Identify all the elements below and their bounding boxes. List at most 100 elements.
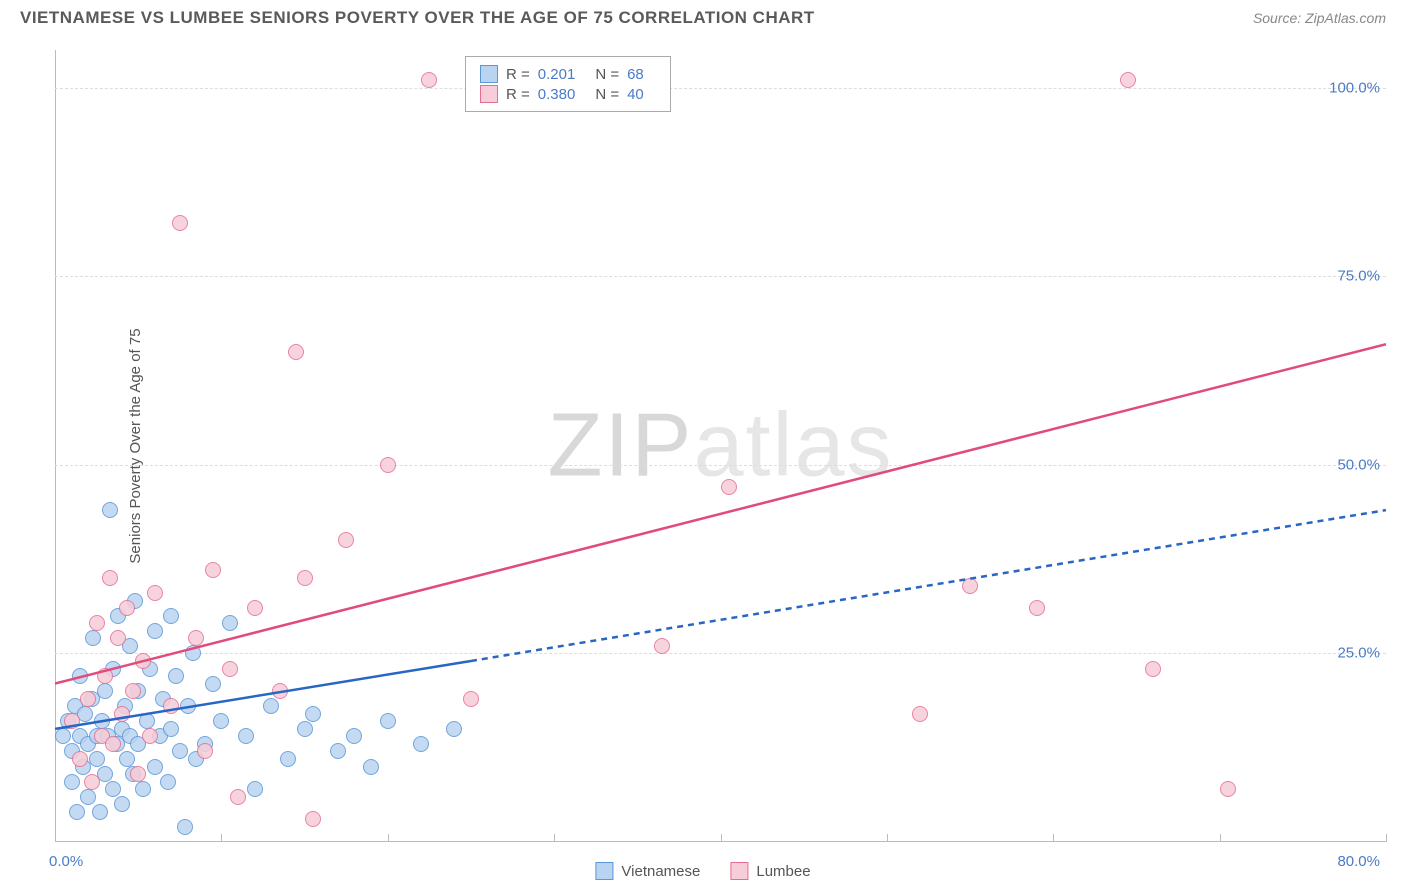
scatter-point-lumbee (721, 479, 737, 495)
scatter-point-vietnamese (80, 789, 96, 805)
scatter-point-vietnamese (163, 608, 179, 624)
scatter-point-vietnamese (205, 676, 221, 692)
scatter-point-vietnamese (102, 502, 118, 518)
scatter-point-vietnamese (89, 751, 105, 767)
scatter-point-lumbee (1145, 661, 1161, 677)
n-value: 40 (627, 86, 644, 103)
scatter-point-lumbee (1220, 781, 1236, 797)
x-tick-mark (221, 834, 222, 842)
x-tick-mark (554, 834, 555, 842)
scatter-point-lumbee (80, 691, 96, 707)
scatter-point-lumbee (297, 570, 313, 586)
scatter-point-vietnamese (114, 796, 130, 812)
chart-title: VIETNAMESE VS LUMBEE SENIORS POVERTY OVE… (20, 8, 815, 28)
scatter-point-vietnamese (222, 615, 238, 631)
grid-line (55, 653, 1386, 654)
scatter-point-lumbee (135, 653, 151, 669)
scatter-point-lumbee (272, 683, 288, 699)
grid-line (55, 276, 1386, 277)
scatter-point-vietnamese (380, 713, 396, 729)
n-value: 68 (627, 66, 644, 83)
scatter-point-vietnamese (363, 759, 379, 775)
bottom-legend-item: Vietnamese (595, 862, 700, 880)
watermark-zip: ZIP (547, 396, 693, 496)
regression-lines (55, 50, 1386, 842)
scatter-point-vietnamese (346, 728, 362, 744)
scatter-point-vietnamese (64, 774, 80, 790)
scatter-point-vietnamese (72, 668, 88, 684)
grid-line (55, 88, 1386, 89)
scatter-point-lumbee (105, 736, 121, 752)
scatter-point-lumbee (463, 691, 479, 707)
scatter-point-lumbee (305, 811, 321, 827)
y-tick-label: 50.0% (1337, 456, 1380, 473)
scatter-point-lumbee (119, 600, 135, 616)
legend-swatch (595, 862, 613, 880)
scatter-point-lumbee (1120, 72, 1136, 88)
x-tick-label: 80.0% (1337, 853, 1380, 870)
x-tick-mark (887, 834, 888, 842)
r-label: R = (506, 66, 530, 83)
regression-line (471, 510, 1386, 661)
watermark: ZIPatlas (547, 395, 893, 498)
scatter-point-vietnamese (147, 623, 163, 639)
scatter-point-vietnamese (280, 751, 296, 767)
bottom-legend-item: Lumbee (730, 862, 810, 880)
scatter-point-vietnamese (160, 774, 176, 790)
scatter-point-vietnamese (247, 781, 263, 797)
scatter-point-lumbee (89, 615, 105, 631)
scatter-point-lumbee (110, 630, 126, 646)
scatter-point-lumbee (197, 743, 213, 759)
scatter-point-lumbee (147, 585, 163, 601)
scatter-point-lumbee (421, 72, 437, 88)
x-tick-mark (1220, 834, 1221, 842)
regression-line (55, 344, 1386, 683)
x-tick-mark (721, 834, 722, 842)
scatter-point-vietnamese (139, 713, 155, 729)
scatter-point-vietnamese (185, 645, 201, 661)
scatter-point-vietnamese (213, 713, 229, 729)
scatter-point-lumbee (962, 578, 978, 594)
legend-label: Vietnamese (621, 863, 700, 880)
scatter-point-lumbee (142, 728, 158, 744)
scatter-point-vietnamese (413, 736, 429, 752)
scatter-point-lumbee (338, 532, 354, 548)
scatter-point-lumbee (72, 751, 88, 767)
scatter-point-vietnamese (55, 728, 71, 744)
scatter-point-lumbee (64, 713, 80, 729)
scatter-point-vietnamese (172, 743, 188, 759)
scatter-point-lumbee (912, 706, 928, 722)
scatter-point-vietnamese (168, 668, 184, 684)
x-tick-mark (388, 834, 389, 842)
scatter-point-lumbee (1029, 600, 1045, 616)
r-value: 0.201 (538, 66, 576, 83)
n-label: N = (595, 66, 619, 83)
legend-label: Lumbee (756, 863, 810, 880)
scatter-point-lumbee (163, 698, 179, 714)
x-tick-label: 0.0% (49, 853, 83, 870)
legend-swatch (480, 65, 498, 83)
scatter-point-lumbee (654, 638, 670, 654)
scatter-point-vietnamese (163, 721, 179, 737)
scatter-point-lumbee (114, 706, 130, 722)
legend-swatch (730, 862, 748, 880)
scatter-point-vietnamese (238, 728, 254, 744)
y-axis-line (55, 50, 56, 842)
scatter-point-vietnamese (177, 819, 193, 835)
scatter-point-vietnamese (94, 713, 110, 729)
y-tick-label: 25.0% (1337, 645, 1380, 662)
x-tick-mark (1053, 834, 1054, 842)
scatter-point-lumbee (84, 774, 100, 790)
scatter-point-lumbee (125, 683, 141, 699)
r-label: R = (506, 86, 530, 103)
scatter-point-lumbee (222, 661, 238, 677)
scatter-point-lumbee (172, 215, 188, 231)
chart-source: Source: ZipAtlas.com (1253, 10, 1386, 26)
scatter-point-vietnamese (147, 759, 163, 775)
scatter-point-lumbee (230, 789, 246, 805)
scatter-point-lumbee (102, 570, 118, 586)
scatter-point-vietnamese (69, 804, 85, 820)
scatter-point-lumbee (380, 457, 396, 473)
bottom-legend: Vietnamese Lumbee (595, 862, 810, 880)
scatter-point-vietnamese (119, 751, 135, 767)
